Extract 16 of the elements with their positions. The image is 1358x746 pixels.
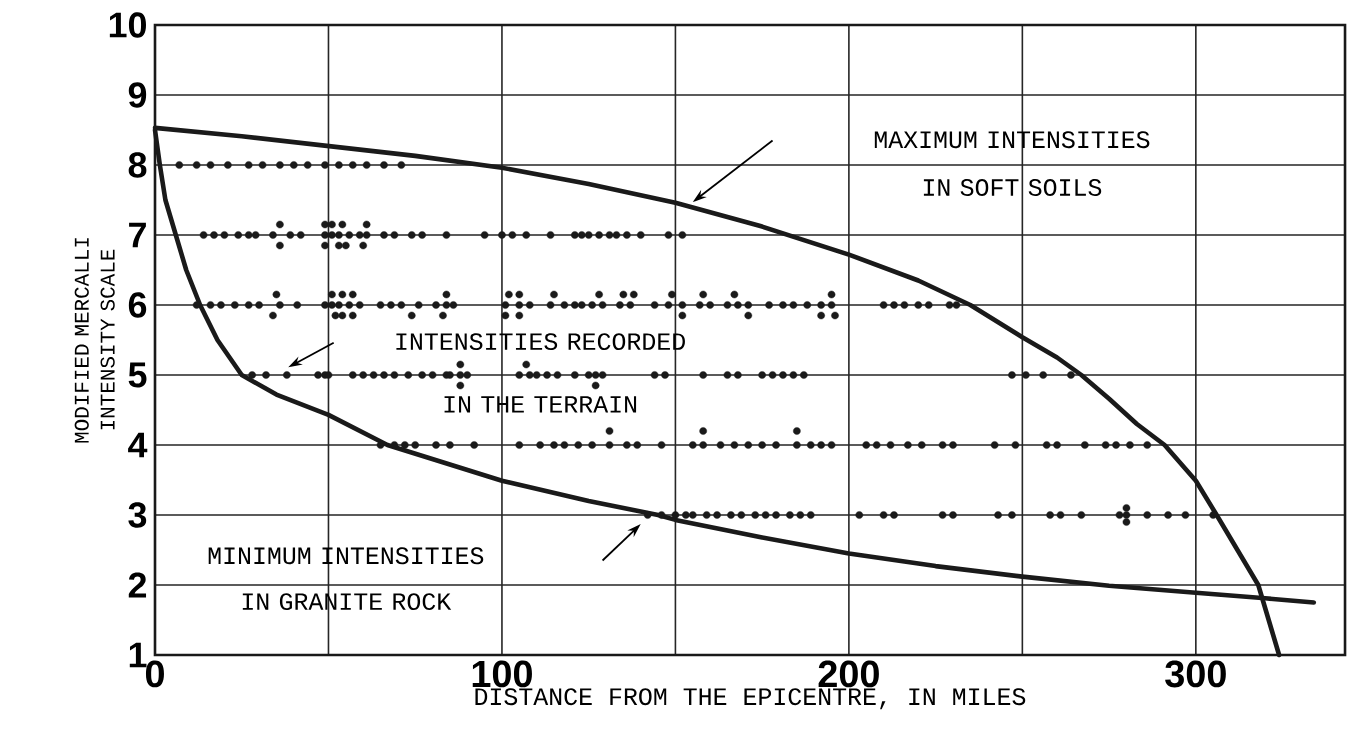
x-tick-label: 100 <box>472 660 532 688</box>
y-tick-label: 3 <box>128 502 147 528</box>
x-tick-label: 300 <box>1165 660 1226 688</box>
y-tick-label: 1 <box>129 642 147 668</box>
y-tick-label: 10 <box>109 12 146 38</box>
y-tick-label: 9 <box>128 82 147 108</box>
x-tick-label: 0 <box>145 660 164 688</box>
y-tick-label: 2 <box>128 572 147 598</box>
y-tick-label: 4 <box>128 432 148 458</box>
y-axis-title: MODIFIED MERCALLI INTENSITY SCALE <box>74 238 115 443</box>
x-axis-title: DISTANCE FROM THE EPICENTRE, IN MILES <box>475 688 1026 710</box>
x-tick-label: 200 <box>818 660 879 688</box>
y-tick-label: 6 <box>128 292 147 318</box>
y-tick-label: 8 <box>128 152 147 178</box>
y-tick-label: 7 <box>129 222 146 248</box>
y-tick-label: 5 <box>128 362 147 388</box>
